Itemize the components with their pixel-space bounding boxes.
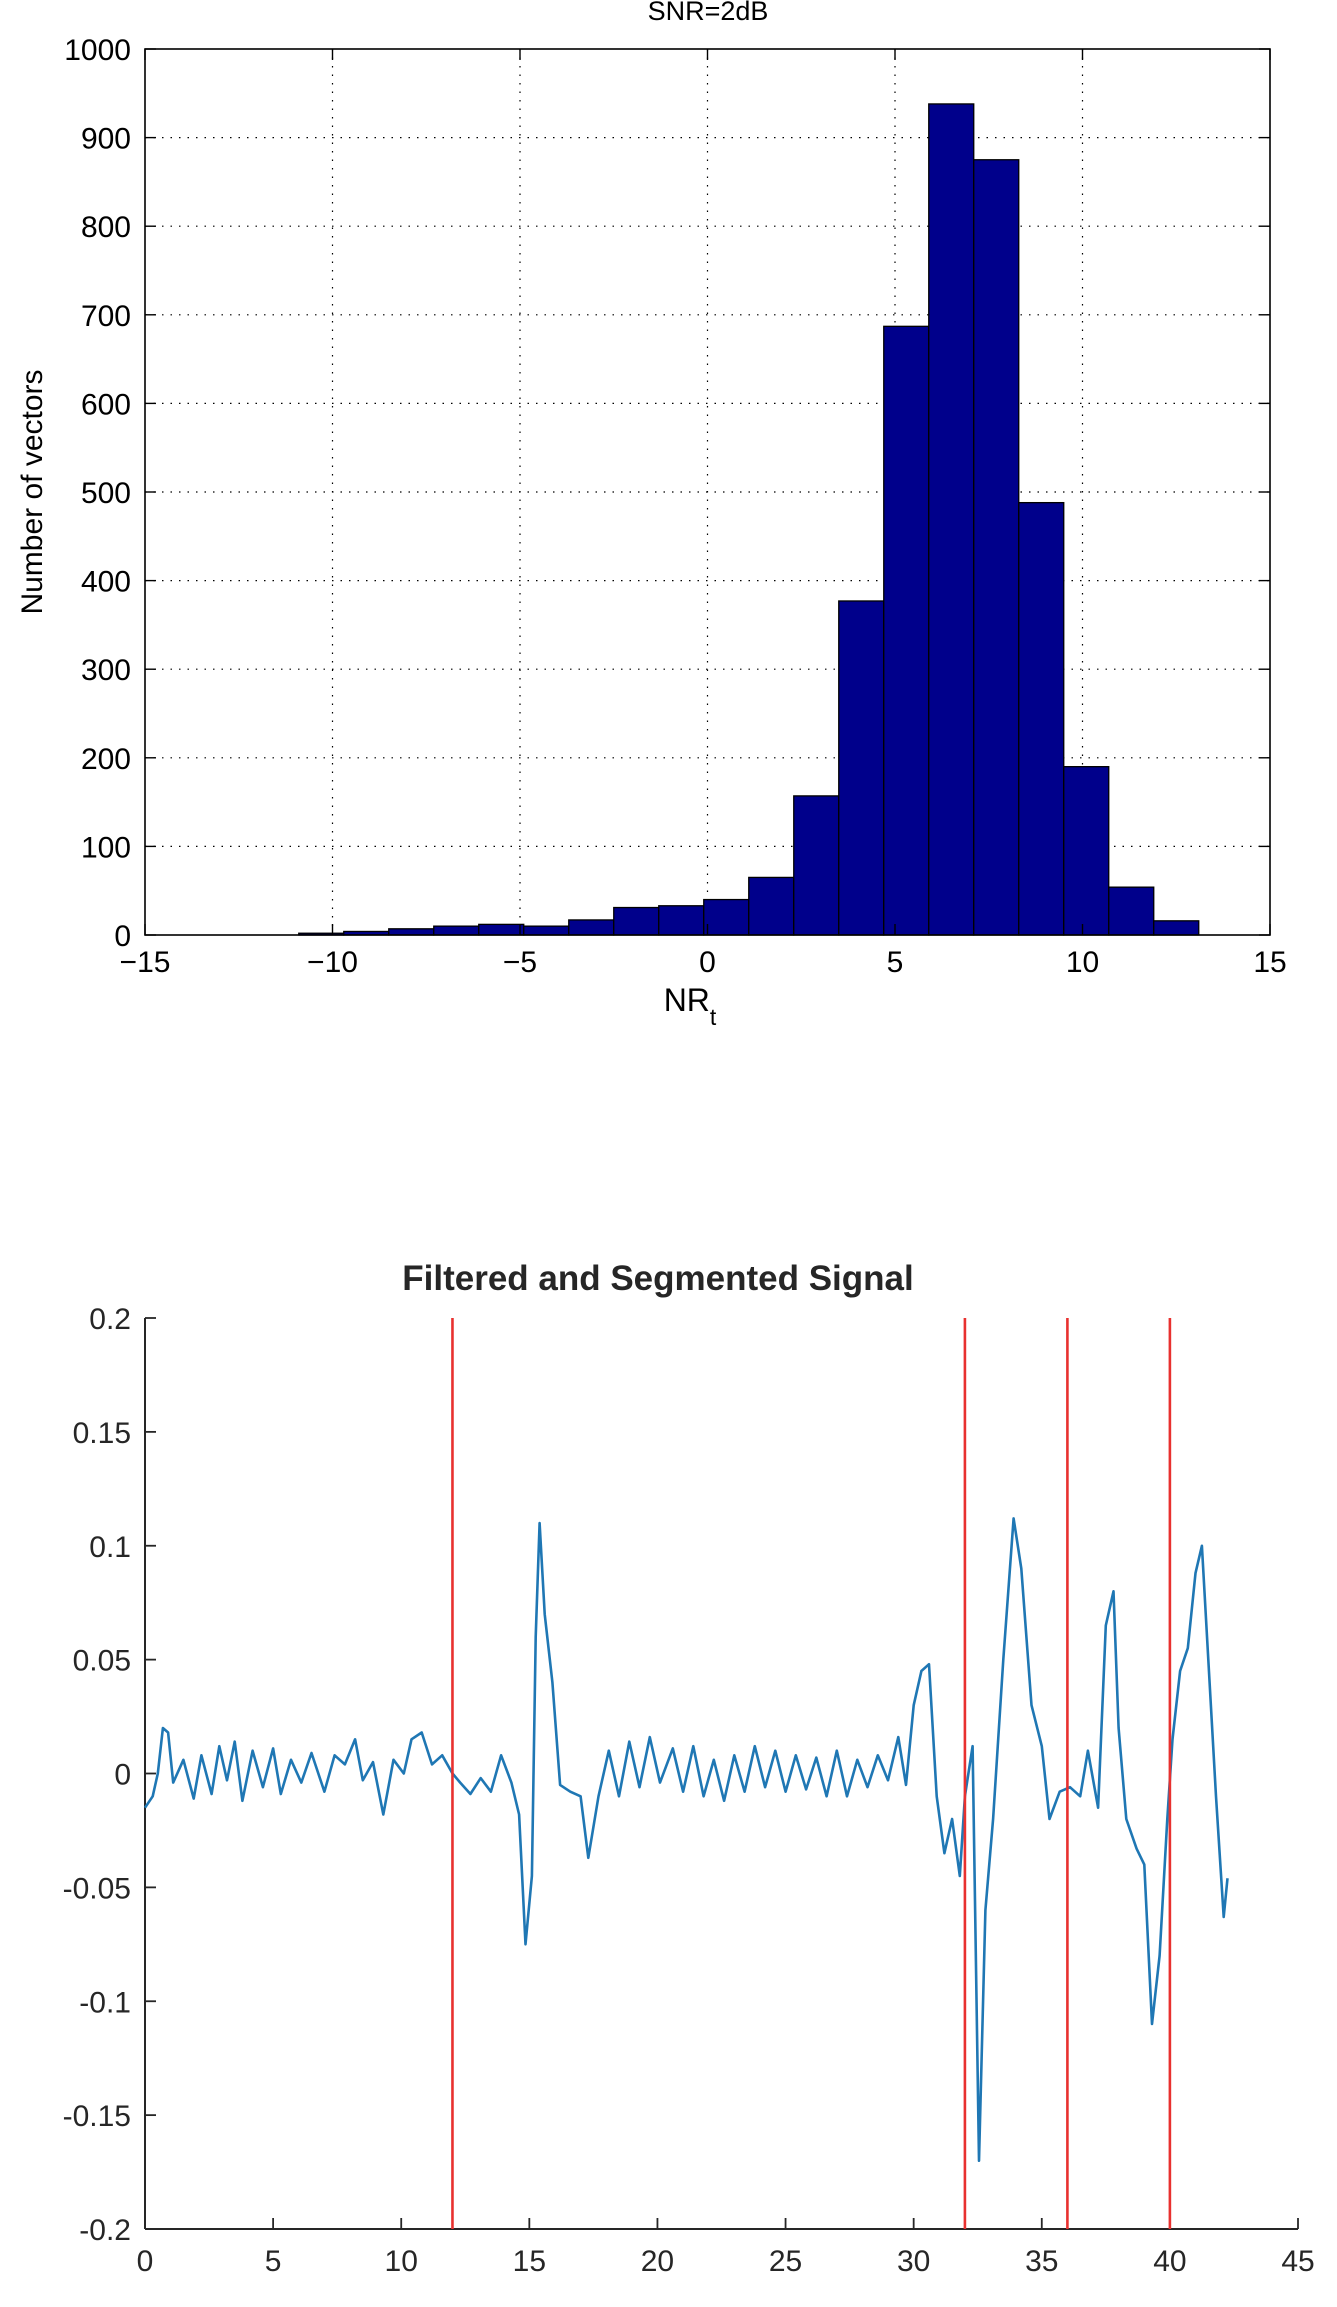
histogram-y-tick-label: 600: [81, 388, 131, 421]
histogram-bars: [298, 103, 1200, 936]
histogram-x-tick-label: −15: [120, 946, 171, 979]
signal-y-tick-label: -0.2: [79, 2214, 131, 2247]
signal-y-tick-label: -0.05: [63, 1872, 131, 1905]
histogram-bar: [838, 600, 885, 936]
signal-x-tick-label: 10: [385, 2245, 418, 2278]
signal-chart: Filtered and Segmented Signal 0 5 10 15 20 25…: [63, 1259, 1315, 2278]
histogram-y-tick-label: 0: [114, 920, 131, 953]
signal-ticks: 0 5 10 15 20 25 30 35 40 45 -0.2 -0.15 -0.1 -0.05 0 0.0…: [63, 1303, 1315, 2278]
histogram-y-tick-label: 900: [81, 123, 131, 156]
signal-x-tick-label: 35: [1025, 2245, 1058, 2278]
histogram-bar: [973, 159, 1020, 936]
histogram-x-tick-label: 5: [887, 946, 904, 979]
histogram-bar: [1018, 501, 1065, 936]
histogram-grid: [145, 49, 1270, 935]
histogram-bar: [478, 923, 525, 936]
segment-markers: [451, 1318, 1172, 2229]
histogram-title: SNR=2dB: [648, 0, 769, 26]
signal-y-tick-label: -0.15: [63, 2100, 131, 2133]
histogram-y-tick-label: 100: [81, 831, 131, 864]
histogram-y-tick-label: 200: [81, 743, 131, 776]
histogram-bar: [1153, 920, 1200, 936]
signal-y-tick-label: 0.1: [89, 1531, 131, 1564]
signal-y-tick-label: 0.05: [73, 1645, 131, 1678]
histogram-bar: [748, 876, 795, 936]
signal-x-tick-label: 30: [897, 2245, 930, 2278]
signal-x-tick-label: 25: [769, 2245, 802, 2278]
signal-x-tick-label: 20: [641, 2245, 674, 2278]
histogram-y-tick-label: 800: [81, 211, 131, 244]
histogram-x-tick-label: 15: [1253, 946, 1286, 979]
signal-chart-title: Filtered and Segmented Signal: [402, 1259, 913, 1298]
histogram-bar: [703, 898, 750, 936]
histogram-y-tick-label: 300: [81, 654, 131, 687]
signal-y-tick-label: 0.15: [73, 1417, 131, 1450]
histogram-bar: [523, 925, 570, 936]
signal-line: [143, 1517, 1229, 2162]
histogram-bar: [388, 928, 435, 936]
histogram-x-tick-label: 0: [699, 946, 716, 979]
histogram-x-axis-label: NRt: [664, 982, 717, 1030]
histogram-bar: [793, 795, 840, 936]
histogram-x-tick-label: −5: [503, 946, 537, 979]
signal-y-tick-label: 0.2: [89, 1303, 131, 1336]
histogram-ticks: −15 −10 −5 0 5 10 15 0 100 200 300 400 500 600 700 800 9…: [64, 34, 1286, 979]
histogram-x-tick-label: 10: [1066, 946, 1099, 979]
signal-x-tick-label: 0: [137, 2245, 154, 2278]
histogram-y-tick-label: 400: [81, 566, 131, 599]
signal-x-tick-label: 15: [513, 2245, 546, 2278]
histogram-y-tick-label: 700: [81, 300, 131, 333]
x-axis-label-subscript: t: [710, 1004, 717, 1030]
x-axis-label-main: NR: [664, 982, 710, 1018]
histogram-bar: [928, 103, 975, 936]
histogram-bar: [613, 906, 660, 936]
signal-y-tick-label: 0: [114, 1759, 131, 1792]
signal-x-tick-label: 5: [265, 2245, 282, 2278]
histogram-y-tick-label: 1000: [64, 34, 131, 67]
histogram-bar: [883, 325, 930, 936]
histogram-y-tick-label: 500: [81, 477, 131, 510]
histogram-bar: [1108, 886, 1155, 936]
histogram-y-axis-label: Number of vectors: [16, 369, 49, 614]
histogram-bar: [568, 919, 615, 936]
histogram-x-tick-label: −10: [307, 946, 358, 979]
histogram-bar: [1063, 766, 1110, 936]
signal-x-tick-label: 40: [1153, 2245, 1186, 2278]
signal-x-tick-label: 45: [1281, 2245, 1314, 2278]
histogram-bar: [433, 925, 480, 936]
histogram-bar: [658, 905, 705, 936]
signal-line-series: [143, 1517, 1229, 2162]
signal-y-tick-label: -0.1: [79, 1986, 131, 2019]
histogram-chart: −15 −10 −5 0 5 10 15 0 100 200 300 400 500 600 700 800 9…: [16, 0, 1287, 1030]
